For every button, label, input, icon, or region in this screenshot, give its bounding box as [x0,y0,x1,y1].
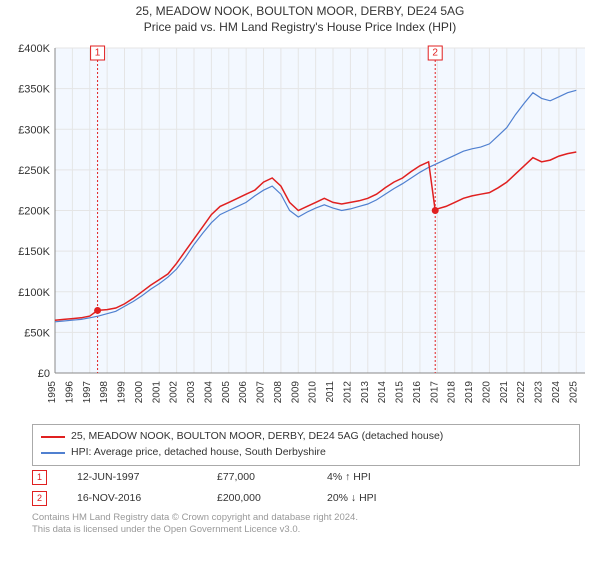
legend-swatch [41,452,65,454]
svg-text:1997: 1997 [82,381,93,404]
svg-text:£400K: £400K [18,43,50,55]
chart-area: £0 £50K £100K £150K £200K £250K £300K £350K £400… [10,38,590,418]
svg-text:2005: 2005 [221,381,232,404]
svg-text:2004: 2004 [203,381,214,404]
svg-text:£250K: £250K [18,165,50,177]
chart-svg: £0 £50K £100K £150K £200K £250K £300K £350K £400… [10,38,590,418]
event-marker-icon: 1 [32,470,47,485]
legend-swatch [41,436,65,438]
chart-subtitle: Price paid vs. HM Land Registry's House … [0,20,600,34]
svg-text:1995: 1995 [47,381,58,404]
svg-text:£200K: £200K [18,206,50,218]
svg-text:2024: 2024 [551,381,562,404]
svg-text:2001: 2001 [151,381,162,404]
svg-text:1996: 1996 [64,381,75,404]
events-table: 1 12-JUN-1997 £77,000 4% ↑ HPI 2 16-NOV-… [32,470,580,506]
footer-line: Contains HM Land Registry data © Crown c… [32,512,580,524]
event-date: 12-JUN-1997 [77,471,187,483]
svg-text:2022: 2022 [516,381,527,404]
svg-text:2010: 2010 [308,381,319,404]
svg-text:2009: 2009 [290,381,301,404]
svg-text:£50K: £50K [24,327,50,339]
svg-text:£150K: £150K [18,246,50,258]
legend-item: HPI: Average price, detached house, Sout… [41,445,571,461]
footer: Contains HM Land Registry data © Crown c… [32,512,580,537]
event-marker-icon: 2 [32,491,47,506]
svg-text:£0: £0 [38,368,50,380]
legend: 25, MEADOW NOOK, BOULTON MOOR, DERBY, DE… [32,424,580,466]
svg-text:2019: 2019 [464,381,475,404]
svg-text:2002: 2002 [169,381,180,404]
svg-text:2003: 2003 [186,381,197,404]
legend-item: 25, MEADOW NOOK, BOULTON MOOR, DERBY, DE… [41,429,571,445]
svg-text:2014: 2014 [377,381,388,404]
svg-text:2021: 2021 [499,381,510,404]
event-price: £200,000 [217,492,297,504]
svg-text:2025: 2025 [568,381,579,404]
event-delta: 20% ↓ HPI [327,492,427,504]
svg-text:£300K: £300K [18,124,50,136]
event-delta: 4% ↑ HPI [327,471,427,483]
legend-label: HPI: Average price, detached house, Sout… [71,445,326,461]
svg-text:2015: 2015 [395,381,406,404]
event-price: £77,000 [217,471,297,483]
svg-text:£350K: £350K [18,84,50,96]
svg-text:2012: 2012 [342,381,353,404]
event-row: 2 16-NOV-2016 £200,000 20% ↓ HPI [32,491,580,506]
chart-title: 25, MEADOW NOOK, BOULTON MOOR, DERBY, DE… [0,4,600,18]
svg-text:2020: 2020 [481,381,492,404]
svg-text:2007: 2007 [256,381,267,404]
event-row: 1 12-JUN-1997 £77,000 4% ↑ HPI [32,470,580,485]
svg-text:2011: 2011 [325,381,336,403]
svg-text:2016: 2016 [412,381,423,404]
svg-text:2017: 2017 [429,381,440,404]
svg-text:2023: 2023 [534,381,545,404]
legend-label: 25, MEADOW NOOK, BOULTON MOOR, DERBY, DE… [71,429,443,445]
footer-line: This data is licensed under the Open Gov… [32,524,580,536]
svg-text:2006: 2006 [238,381,249,404]
event-date: 16-NOV-2016 [77,492,187,504]
svg-text:2008: 2008 [273,381,284,404]
svg-text:2013: 2013 [360,381,371,404]
svg-text:2000: 2000 [134,381,145,404]
svg-text:1999: 1999 [117,381,128,404]
svg-text:£100K: £100K [18,287,50,299]
svg-text:1: 1 [95,48,101,59]
svg-text:1998: 1998 [99,381,110,404]
svg-text:2018: 2018 [447,381,458,404]
svg-text:2: 2 [432,48,438,59]
